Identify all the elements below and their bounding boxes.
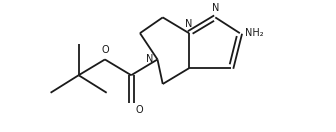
Text: O: O (135, 105, 143, 115)
Text: N: N (212, 3, 219, 13)
Text: O: O (101, 45, 109, 55)
Text: NH₂: NH₂ (245, 28, 264, 38)
Text: N: N (185, 19, 193, 29)
Text: N: N (146, 55, 153, 64)
